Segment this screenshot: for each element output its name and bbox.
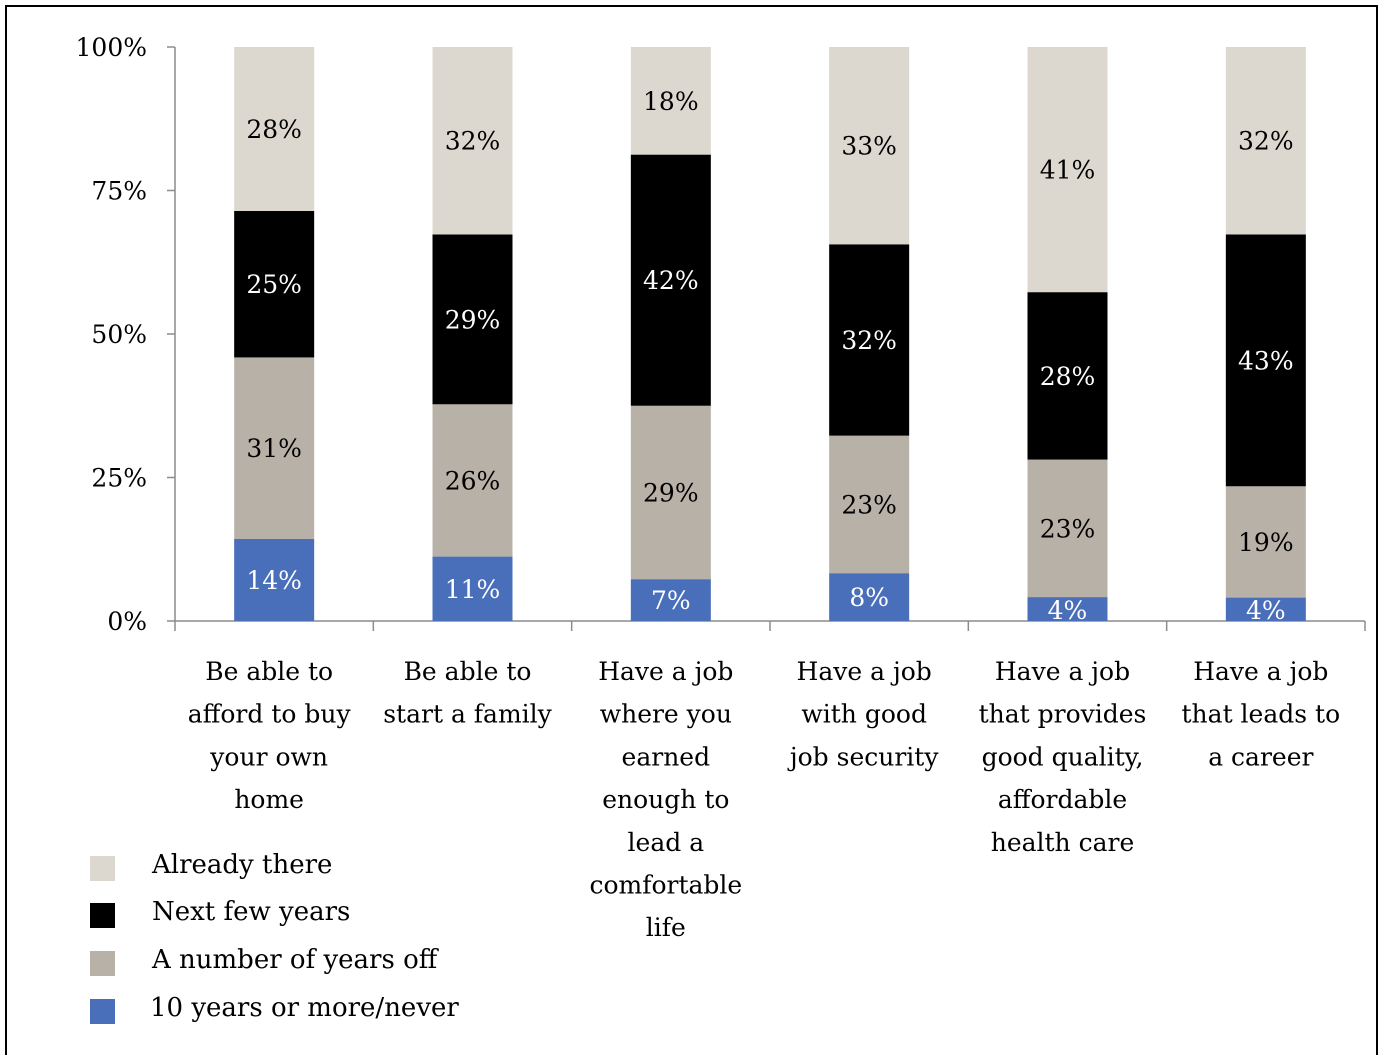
bar-segment (630, 47, 711, 155)
bar-segment (1027, 459, 1108, 598)
legend-swatch (90, 999, 115, 1024)
category-label-line: Have a job (598, 657, 733, 686)
bar-segment (432, 404, 513, 557)
legend-swatch (90, 951, 115, 976)
data-label: 32% (445, 127, 501, 156)
category-label-line: start a family (383, 700, 552, 729)
category-label-line: home (234, 785, 304, 814)
category-label-line: Be able to (205, 657, 333, 686)
bar-segment (829, 573, 910, 621)
data-label: 43% (1238, 346, 1294, 375)
legend-label: 10 years or more/never (150, 993, 459, 1023)
category-label-line: that leads to (1182, 700, 1341, 729)
legend-label: A number of years off (152, 945, 438, 975)
category-label-line: your own (209, 742, 328, 771)
data-labels: 14% 31% 25% 28% 11% 26% 29% 32% 7% 29% 42% 18% 8% 23%… (246, 87, 1293, 625)
data-label: 29% (643, 478, 699, 507)
legend-item-number-of-years-off: A number of years off (90, 945, 510, 976)
category-label-line: lead a (628, 828, 705, 857)
bar-segment (1027, 597, 1108, 621)
bar-segment (234, 357, 315, 539)
category-label-line: with good (801, 700, 927, 729)
data-label: 33% (841, 132, 897, 161)
legend-item-next-few-years: Next few years (90, 897, 510, 928)
category-label-line: that provides (979, 700, 1147, 729)
data-label: 28% (1040, 362, 1096, 391)
y-tick-label: 100% (76, 33, 147, 62)
category-label-line: Have a job (1193, 657, 1328, 686)
y-tick-label: 25% (91, 464, 147, 493)
y-tick-label: 0% (107, 607, 147, 636)
bars (234, 47, 1306, 621)
bar-segment (432, 234, 513, 405)
data-label: 41% (1040, 156, 1096, 185)
data-label: 31% (246, 434, 302, 463)
data-label: 4% (1246, 596, 1286, 625)
y-tick-label: 75% (91, 177, 147, 206)
bar-segment (1027, 292, 1108, 460)
data-label: 14% (246, 566, 302, 595)
data-label: 26% (445, 466, 501, 495)
category-label-line: health care (991, 828, 1135, 857)
legend-item-10-years-or-more: 10 years or more/never (90, 993, 510, 1024)
bar-segment (1225, 597, 1306, 621)
bar-segment (630, 405, 711, 580)
data-label: 23% (1040, 514, 1096, 543)
data-label: 28% (246, 115, 302, 144)
data-label: 42% (643, 266, 699, 295)
category-label-line: good quality, (982, 742, 1144, 771)
category-labels: Be able to afford to buy your own home Be ab… (188, 657, 1340, 942)
bar-segment (630, 154, 711, 406)
category-label-line: job security (787, 742, 939, 771)
bar-segment (1027, 47, 1108, 293)
category-label-line: afford to buy (188, 700, 352, 729)
chart-frame (5, 5, 1378, 1055)
bar-segment (1225, 486, 1306, 598)
data-label: 29% (445, 305, 501, 334)
bar-segment (829, 244, 910, 436)
category-label-line: Have a job (797, 657, 932, 686)
category-label-line: affordable (998, 785, 1127, 814)
legend-item-already-there: Already there (90, 850, 510, 881)
category-label-line: earned (622, 742, 711, 771)
data-label: 8% (849, 583, 889, 612)
bar-segment (1225, 47, 1306, 235)
legend-swatch (90, 903, 115, 928)
data-label: 32% (1238, 127, 1294, 156)
data-label: 23% (841, 490, 897, 519)
category-label-line: Have a job (995, 657, 1130, 686)
y-tick-label: 50% (91, 320, 147, 349)
legend-label: Next few years (152, 897, 351, 927)
data-label: 18% (643, 87, 699, 116)
data-label: 7% (651, 586, 691, 615)
bar-segment (432, 47, 513, 235)
category-label-line: enough to (602, 785, 729, 814)
bar-segment (234, 47, 315, 211)
data-label: 25% (246, 270, 302, 299)
bar-segment (234, 211, 315, 358)
axes: 0% 25% 50% 75% 100% (76, 33, 1366, 636)
bar-segment (1225, 234, 1306, 487)
bar-segment (829, 47, 910, 245)
bar-segment (432, 556, 513, 621)
category-label-line: a career (1208, 742, 1313, 771)
category-label-line: comfortable (589, 871, 742, 900)
data-label: 32% (841, 326, 897, 355)
legend-label: Already there (152, 850, 333, 880)
category-label-line: life (646, 913, 686, 942)
data-label: 4% (1048, 596, 1088, 625)
category-label-line: Be able to (404, 657, 532, 686)
bar-segment (234, 539, 315, 621)
bar-segment (829, 435, 910, 574)
legend-swatch (90, 856, 115, 881)
category-label-line: where you (600, 700, 732, 729)
data-label: 19% (1238, 528, 1294, 557)
data-label: 11% (445, 575, 501, 604)
bar-segment (630, 579, 711, 621)
